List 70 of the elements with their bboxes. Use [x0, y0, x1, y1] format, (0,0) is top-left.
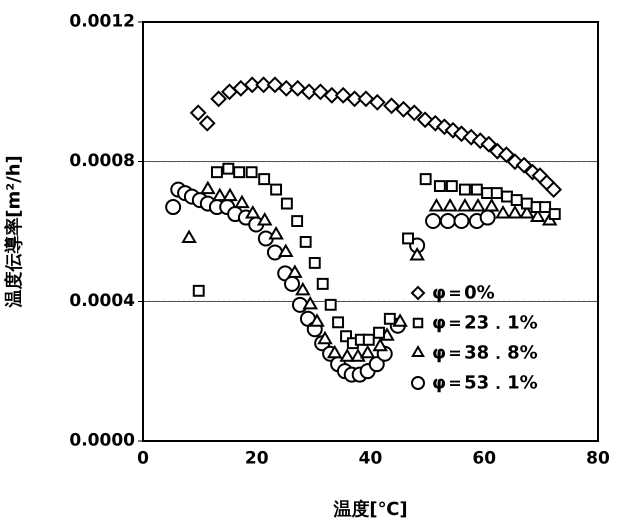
y-tick-label: 0.0000 [69, 430, 136, 450]
point [335, 87, 352, 104]
legend-label: φ＝53．1% [432, 372, 538, 394]
point [246, 166, 258, 178]
point [458, 184, 471, 196]
point [384, 98, 400, 114]
point [369, 94, 386, 110]
y-tick-label: 0.0008 [69, 151, 135, 172]
point [470, 184, 483, 196]
x-axis-title: 温度[℃] [332, 498, 408, 520]
x-tick-label: 80 [586, 448, 610, 469]
point [233, 166, 246, 178]
point [395, 101, 412, 118]
legend-label: φ＝23．1% [432, 312, 538, 334]
point [510, 194, 523, 206]
point [316, 278, 329, 290]
point [498, 146, 514, 163]
y-tick-label: 0.0004 [69, 290, 136, 311]
point [358, 90, 374, 107]
point [446, 180, 458, 192]
y-tick-label: 0.0012 [69, 11, 135, 32]
point [284, 276, 300, 292]
legend-label: φ＝38．8% [432, 342, 538, 364]
point [280, 198, 293, 210]
point [362, 334, 375, 346]
point [548, 208, 561, 220]
point [425, 213, 442, 230]
x-tick-label: 40 [358, 448, 382, 469]
point [324, 298, 337, 311]
point [402, 232, 414, 244]
point [308, 256, 321, 269]
point [480, 136, 497, 152]
point [290, 80, 306, 96]
point [221, 84, 238, 100]
point [480, 210, 496, 226]
point [222, 162, 234, 175]
point [454, 213, 470, 230]
point [300, 236, 312, 248]
point [406, 104, 422, 121]
point [434, 180, 446, 192]
point [420, 173, 432, 186]
point [266, 76, 283, 93]
legend-label: φ＝0% [432, 282, 495, 304]
point [258, 230, 274, 246]
y-axis-title: 温度伝導率[m²/h] [3, 155, 24, 309]
point [539, 201, 552, 214]
point [258, 173, 270, 186]
point [490, 187, 503, 200]
point [312, 84, 328, 100]
point [384, 312, 396, 325]
x-tick-label: 20 [244, 448, 269, 469]
point [546, 182, 562, 198]
point [165, 199, 182, 216]
point [417, 112, 434, 128]
point [190, 104, 206, 121]
point [270, 184, 282, 196]
point [210, 90, 227, 107]
point [232, 80, 249, 96]
point [291, 215, 304, 227]
point [516, 157, 532, 174]
point [192, 284, 205, 297]
point [332, 316, 344, 328]
point [210, 166, 223, 178]
x-tick-label: 60 [472, 448, 496, 469]
x-tick-label: 0 [137, 448, 150, 469]
point [368, 356, 385, 372]
point [440, 213, 456, 230]
point [199, 115, 216, 132]
point [373, 326, 385, 339]
point [266, 244, 283, 260]
